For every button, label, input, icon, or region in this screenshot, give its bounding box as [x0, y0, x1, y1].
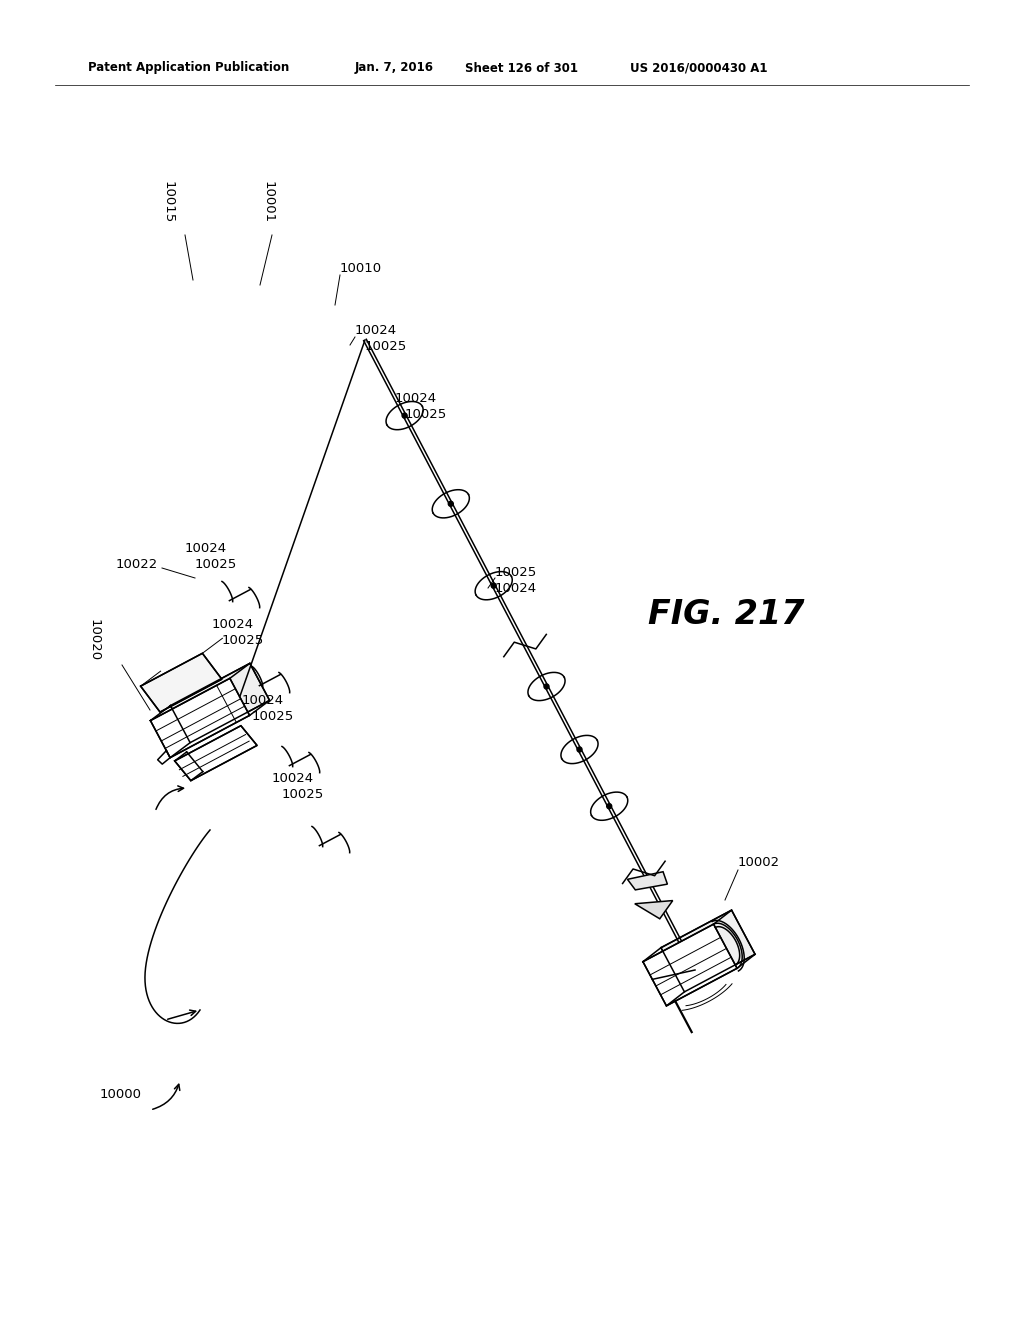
Text: Patent Application Publication: Patent Application Publication [88, 62, 289, 74]
Polygon shape [628, 871, 668, 890]
Circle shape [606, 804, 611, 809]
Text: Sheet 126 of 301: Sheet 126 of 301 [465, 62, 578, 74]
Text: US 2016/0000430 A1: US 2016/0000430 A1 [630, 62, 768, 74]
Text: 10025: 10025 [252, 710, 294, 722]
Polygon shape [151, 678, 250, 758]
Polygon shape [140, 653, 222, 711]
Text: 10025: 10025 [365, 339, 408, 352]
Polygon shape [170, 664, 269, 743]
Polygon shape [643, 924, 737, 1006]
Text: FIG. 217: FIG. 217 [648, 598, 805, 631]
Text: 10025: 10025 [222, 635, 264, 648]
Text: 10000: 10000 [100, 1089, 142, 1101]
Text: 10001: 10001 [261, 181, 274, 223]
Circle shape [577, 747, 582, 752]
Text: 10020: 10020 [88, 619, 101, 661]
Text: 10025: 10025 [282, 788, 325, 800]
Text: 10022: 10022 [116, 558, 158, 572]
Text: 10025: 10025 [495, 565, 538, 578]
Text: 10015: 10015 [162, 181, 174, 223]
Circle shape [544, 684, 549, 689]
Text: 10010: 10010 [340, 261, 382, 275]
Text: 10024: 10024 [495, 582, 538, 594]
Text: 10024: 10024 [272, 771, 314, 784]
Text: 10002: 10002 [738, 855, 780, 869]
FancyArrowPatch shape [153, 1084, 180, 1109]
Polygon shape [660, 911, 755, 991]
Text: 10024: 10024 [185, 541, 227, 554]
Polygon shape [175, 726, 257, 780]
Text: 10024: 10024 [355, 323, 397, 337]
Circle shape [492, 583, 497, 589]
Text: Jan. 7, 2016: Jan. 7, 2016 [355, 62, 434, 74]
Text: 10025: 10025 [406, 408, 447, 421]
Text: 10024: 10024 [212, 619, 254, 631]
Circle shape [449, 502, 454, 507]
Polygon shape [635, 900, 673, 919]
FancyArrowPatch shape [156, 785, 183, 809]
Text: 10024: 10024 [395, 392, 437, 404]
Text: 10025: 10025 [195, 557, 238, 570]
Circle shape [402, 413, 408, 418]
Text: 10024: 10024 [242, 693, 284, 706]
